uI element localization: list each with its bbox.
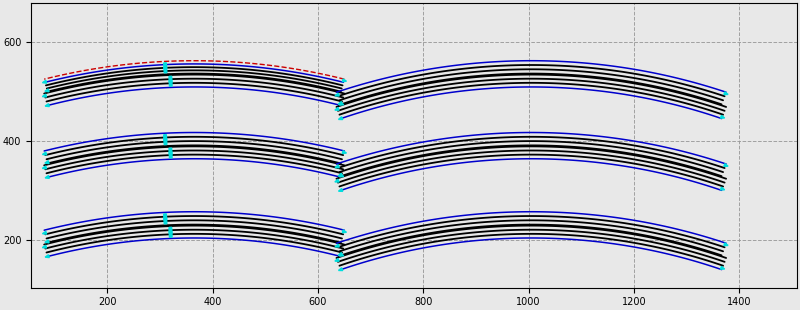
Polygon shape (45, 175, 50, 178)
Polygon shape (338, 102, 342, 104)
Polygon shape (339, 102, 344, 105)
Polygon shape (720, 266, 725, 269)
Polygon shape (342, 79, 346, 82)
Polygon shape (45, 161, 49, 164)
Polygon shape (164, 67, 167, 73)
Polygon shape (164, 214, 166, 220)
Polygon shape (720, 115, 725, 118)
Polygon shape (164, 139, 167, 145)
Polygon shape (338, 117, 342, 120)
Polygon shape (45, 104, 50, 107)
Polygon shape (169, 76, 172, 82)
Polygon shape (169, 227, 172, 233)
Polygon shape (164, 135, 166, 141)
Polygon shape (724, 243, 728, 246)
Polygon shape (724, 92, 728, 95)
Polygon shape (42, 166, 46, 169)
Polygon shape (45, 89, 49, 92)
Polygon shape (169, 231, 172, 237)
Polygon shape (338, 173, 342, 176)
Polygon shape (164, 63, 166, 69)
Polygon shape (335, 108, 339, 110)
Polygon shape (45, 255, 50, 258)
Polygon shape (338, 188, 342, 191)
Polygon shape (45, 240, 49, 243)
Polygon shape (169, 148, 172, 154)
Polygon shape (42, 94, 46, 97)
Polygon shape (339, 174, 344, 177)
Polygon shape (169, 152, 172, 158)
Polygon shape (342, 230, 346, 233)
Polygon shape (169, 80, 172, 86)
Polygon shape (42, 80, 46, 83)
Polygon shape (335, 179, 339, 182)
Polygon shape (338, 268, 342, 271)
Polygon shape (335, 244, 339, 247)
Polygon shape (335, 165, 339, 168)
Polygon shape (42, 152, 46, 155)
Polygon shape (720, 187, 725, 190)
Polygon shape (335, 93, 339, 96)
Polygon shape (164, 218, 167, 224)
Polygon shape (342, 151, 346, 153)
Polygon shape (42, 245, 46, 248)
Polygon shape (335, 259, 339, 261)
Polygon shape (339, 253, 344, 256)
Polygon shape (338, 253, 342, 255)
Polygon shape (724, 164, 728, 166)
Polygon shape (42, 231, 46, 234)
